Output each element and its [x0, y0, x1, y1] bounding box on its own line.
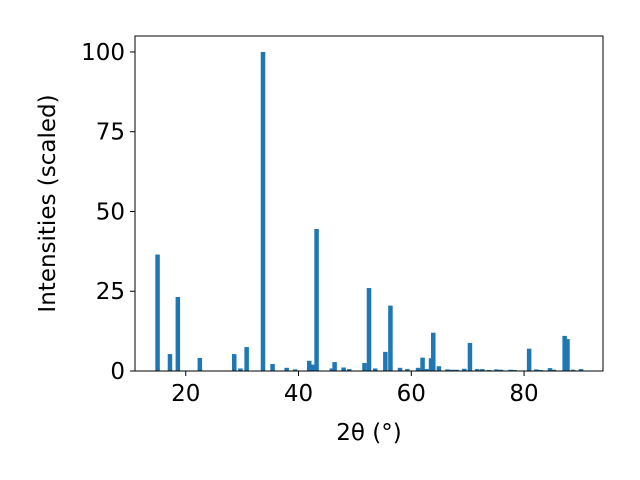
bar — [366, 288, 372, 371]
bar — [445, 369, 450, 371]
bar — [420, 357, 425, 371]
bar — [310, 364, 316, 371]
bar — [431, 332, 436, 371]
y-tick-label: 75 — [96, 120, 125, 146]
bar — [167, 354, 173, 371]
y-tick-label: 0 — [110, 359, 125, 385]
bar — [480, 369, 485, 371]
bar — [238, 368, 243, 371]
bar — [534, 369, 539, 371]
y-axis: 0 25 50 75 100 — [81, 40, 135, 385]
bar — [397, 367, 403, 371]
x-axis: 20 40 60 80 — [171, 371, 539, 407]
x-tick-label: 20 — [171, 381, 200, 407]
bar — [332, 362, 337, 371]
bar — [388, 305, 393, 371]
bar — [244, 347, 249, 371]
bar — [347, 369, 352, 371]
y-tick-label: 25 — [96, 279, 125, 305]
bar — [362, 363, 367, 371]
bar — [314, 229, 319, 371]
bar — [462, 368, 467, 371]
bar — [372, 368, 378, 371]
x-tick-label: 60 — [397, 381, 426, 407]
y-tick-label: 100 — [81, 40, 125, 66]
bar — [551, 369, 557, 371]
bar — [565, 339, 570, 371]
bar — [405, 369, 410, 371]
bar — [329, 368, 335, 371]
bar — [449, 369, 455, 371]
bar — [260, 51, 266, 371]
bar — [292, 369, 298, 371]
x-tick-label: 80 — [509, 381, 538, 407]
bar — [570, 369, 576, 371]
bar-series — [155, 51, 584, 371]
bar — [415, 367, 421, 371]
bar — [494, 369, 499, 371]
bar — [270, 363, 275, 371]
y-tick-label: 50 — [96, 199, 125, 225]
bar — [197, 357, 203, 371]
bar — [508, 369, 513, 371]
bar — [475, 369, 480, 371]
bar — [155, 254, 160, 371]
bar — [467, 342, 473, 371]
bar — [231, 354, 237, 371]
bar — [436, 366, 442, 371]
x-axis-label: 2θ (°) — [336, 420, 401, 446]
bar — [306, 360, 312, 371]
y-axis-label: Intensities (scaled) — [35, 94, 61, 312]
bar — [498, 369, 504, 371]
bar — [428, 358, 434, 371]
bar — [175, 296, 181, 371]
bar — [526, 348, 532, 371]
bar — [341, 367, 346, 371]
bar — [424, 369, 429, 371]
bar — [562, 335, 567, 371]
bar — [454, 369, 459, 371]
bar — [547, 368, 553, 371]
bar — [284, 367, 289, 371]
bar — [383, 351, 388, 371]
plot-frame — [134, 35, 604, 372]
x-tick-label: 40 — [284, 381, 313, 407]
bar — [578, 369, 584, 371]
